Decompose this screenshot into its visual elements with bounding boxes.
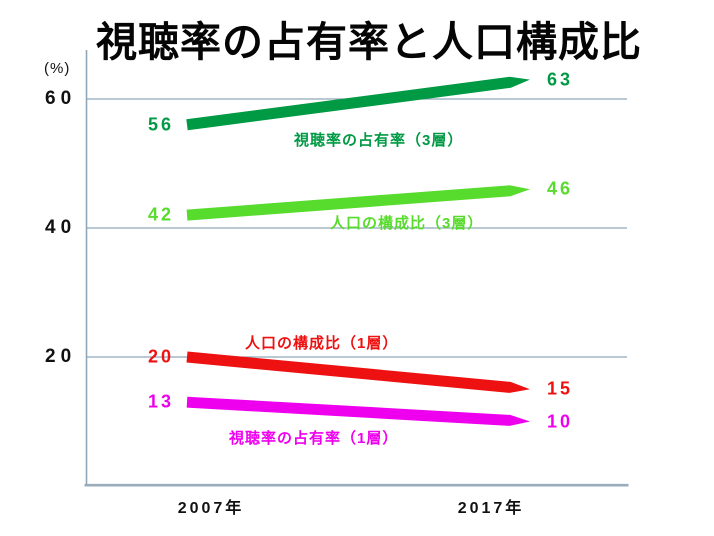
value-label-42: 42 — [147, 204, 174, 225]
value-label-15: 15 — [547, 378, 574, 399]
x-axis-label-2017: 2017年 — [457, 500, 525, 517]
series-label-population-3gen: 人口の構成比（3層） — [330, 215, 484, 232]
y-axis-tick-20: 20 — [45, 346, 77, 367]
x-axis-label-2007: 2007年 — [177, 500, 245, 517]
y-axis-tick-40: 40 — [45, 217, 77, 238]
series-line-3 — [186, 396, 530, 426]
series-line-0 — [186, 76, 531, 131]
series-line-2 — [186, 351, 530, 393]
y-axis-unit-label: (%) — [44, 60, 71, 77]
page-title: 視聴率の占有率と人口構成比 — [96, 19, 642, 65]
value-label-13: 13 — [147, 391, 174, 412]
value-label-20: 20 — [147, 346, 174, 367]
series-label-population-1gen: 人口の構成比（1層） — [245, 335, 399, 352]
series-label-viewership-1gen: 視聴率の占有率（1層） — [229, 430, 399, 447]
y-axis-tick-60: 60 — [45, 88, 77, 109]
value-label-63: 63 — [547, 69, 574, 90]
series-label-viewership-3gen: 視聴率の占有率（3層） — [294, 132, 464, 149]
value-label-46: 46 — [547, 178, 574, 199]
series-line-1 — [186, 185, 530, 221]
value-label-10: 10 — [547, 411, 574, 431]
value-label-56: 56 — [147, 114, 174, 135]
